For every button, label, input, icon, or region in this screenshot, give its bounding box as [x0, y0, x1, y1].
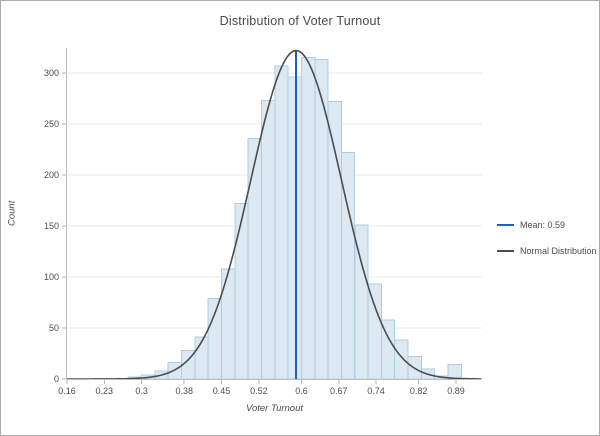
y-tick-label: 50 — [49, 323, 59, 333]
normal-distribution-swatch — [497, 250, 514, 252]
y-tick-label: 200 — [44, 170, 59, 180]
x-tick-label: 0.6 — [295, 386, 308, 396]
x-tick-label: 0.16 — [58, 386, 76, 396]
histogram-bar[interactable] — [301, 57, 316, 380]
histogram-bar[interactable] — [394, 339, 409, 380]
y-axis-title: Count — [6, 200, 18, 227]
x-tick-label: 0.82 — [410, 386, 428, 396]
x-axis-title: Voter Turnout — [245, 403, 304, 414]
x-tick-label: 0.67 — [330, 386, 348, 396]
histogram-bar[interactable] — [194, 336, 209, 380]
histogram-bar[interactable] — [247, 137, 262, 380]
histogram-bar[interactable] — [367, 283, 382, 380]
y-tick-label: 100 — [44, 272, 59, 282]
histogram-bar[interactable] — [261, 100, 276, 380]
x-tick-label: 0.74 — [367, 386, 385, 396]
histogram-bar[interactable] — [327, 101, 342, 380]
x-tick-label: 0.38 — [175, 386, 193, 396]
x-tick-label: 0.23 — [96, 386, 114, 396]
histogram-bar[interactable] — [287, 76, 302, 380]
histogram-bar[interactable] — [221, 268, 236, 380]
legend-item-normal-distribution[interactable]: Normal Distribution — [497, 238, 597, 264]
y-tick-label: 0 — [54, 374, 59, 384]
histogram-bar[interactable] — [207, 297, 222, 380]
y-tick-label: 150 — [44, 221, 59, 231]
mean-line-swatch — [497, 224, 514, 226]
x-tick-label: 0.89 — [447, 386, 465, 396]
legend-item-mean[interactable]: Mean: 0.59 — [497, 212, 597, 238]
x-tick-label: 0.52 — [250, 386, 268, 396]
histogram-bar[interactable] — [447, 364, 462, 380]
legend-item-label: Mean: 0.59 — [520, 220, 566, 230]
legend-item-label: Normal Distribution — [520, 246, 597, 256]
x-tick-label: 0.45 — [213, 386, 231, 396]
y-tick-label: 250 — [44, 119, 59, 129]
histogram-bar[interactable] — [167, 362, 182, 380]
histogram-bar[interactable] — [274, 65, 289, 380]
normal-curve — [67, 49, 482, 380]
histogram-bar[interactable] — [314, 59, 329, 380]
legend: Mean: 0.59 Normal Distribution — [497, 212, 597, 264]
x-tick-label: 0.3 — [135, 386, 148, 396]
chart-title: Distribution of Voter Turnout — [219, 14, 381, 28]
y-tick-label: 300 — [44, 68, 59, 78]
histogram-bar[interactable] — [234, 203, 249, 380]
